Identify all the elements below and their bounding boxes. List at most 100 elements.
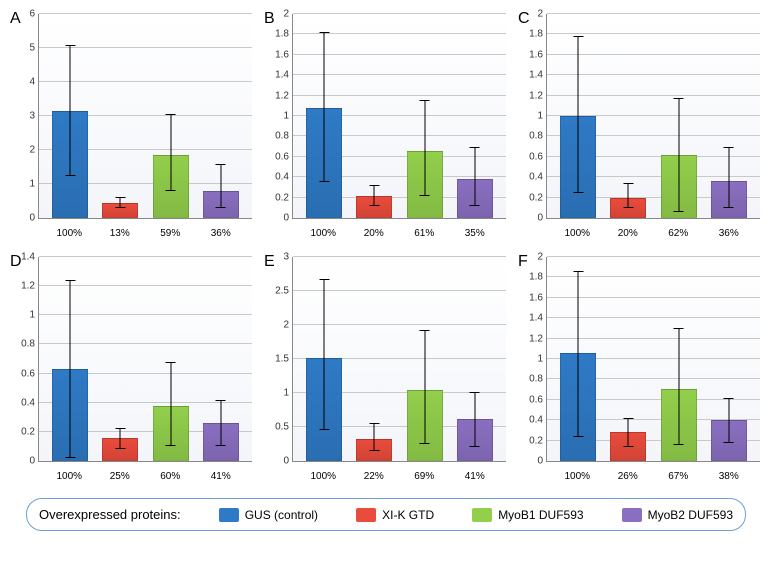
bar-wrap: [299, 14, 349, 218]
bar-wrap: [349, 14, 399, 218]
y-tick: 3: [283, 252, 293, 263]
chart-area: 00.20.40.60.811.21.41.61.82: [546, 257, 760, 462]
y-tick: 0.2: [21, 426, 39, 437]
legend-item: GUS (control): [219, 508, 318, 522]
y-tick: 1.2: [275, 90, 293, 101]
x-label: 100%: [44, 228, 95, 239]
y-tick: 1: [537, 354, 547, 365]
panel-A: AMyoB1-GFP (μm/sec)0123456100%13%59%36%: [8, 8, 256, 245]
error-bar: [424, 330, 425, 444]
y-tick: 0.6: [529, 151, 547, 162]
panel-F: FmCherry-μNS Bodies(μm/sec)00.20.40.60.8…: [516, 251, 764, 488]
panel-B: BGolgi (μm/sec)00.20.40.60.811.21.41.61.…: [262, 8, 510, 245]
legend-item: XI-K GTD: [356, 508, 434, 522]
chart-grid: AMyoB1-GFP (μm/sec)0123456100%13%59%36%B…: [8, 8, 764, 488]
bar-wrap: [603, 257, 653, 461]
y-tick: 1.4: [529, 70, 547, 81]
y-tick: 0: [29, 213, 39, 224]
error-bar: [170, 362, 171, 447]
y-tick: 1.2: [529, 333, 547, 344]
y-tick: 0.8: [21, 339, 39, 350]
panel-letter: C: [518, 10, 530, 28]
panel-letter: E: [264, 253, 275, 271]
x-label: 36%: [704, 228, 755, 239]
y-tick: 1: [283, 388, 293, 399]
y-tick: 2: [537, 252, 547, 263]
bar-wrap: [299, 257, 349, 461]
y-tick: 1: [283, 111, 293, 122]
x-label: 13%: [95, 228, 146, 239]
bar-wrap: [45, 14, 95, 218]
x-label: 26%: [603, 471, 654, 482]
x-label: 20%: [603, 228, 654, 239]
x-label: 100%: [298, 228, 349, 239]
error-bar: [474, 147, 475, 206]
chart-area: 00.20.40.60.811.21.4: [38, 257, 252, 462]
bar-wrap: [95, 257, 145, 461]
error-bar: [70, 280, 71, 458]
chart-area: 0123456: [38, 14, 252, 219]
legend: Overexpressed proteins: GUS (control) XI-…: [26, 498, 746, 531]
y-tick: 0: [283, 213, 293, 224]
bar-wrap: [146, 14, 196, 218]
legend-swatch: [356, 508, 376, 522]
x-label: 60%: [145, 471, 196, 482]
panel-D: DPeroxisomes (μm/sec)00.20.40.60.811.21.…: [8, 251, 256, 488]
bar-wrap: [704, 14, 754, 218]
error-bar: [120, 428, 121, 450]
y-tick: 0: [537, 213, 547, 224]
legend-swatch: [622, 508, 642, 522]
panel-letter: F: [518, 253, 528, 271]
bar-wrap: [654, 14, 704, 218]
y-tick: 0.2: [529, 435, 547, 446]
bar-wrap: [553, 257, 603, 461]
error-bar: [628, 418, 629, 447]
legend-label: MyoB2 DUF593: [648, 508, 733, 522]
y-tick: 0: [29, 456, 39, 467]
y-tick: 0.8: [275, 131, 293, 142]
error-bar: [324, 279, 325, 431]
y-tick: 1.8: [275, 29, 293, 40]
y-tick: 0.4: [275, 172, 293, 183]
bar-wrap: [45, 257, 95, 461]
error-bar: [220, 400, 221, 447]
error-bar: [678, 98, 679, 212]
x-label: 100%: [298, 471, 349, 482]
y-tick: 0.2: [275, 192, 293, 203]
y-tick: 1.4: [529, 313, 547, 324]
error-bar: [324, 32, 325, 182]
y-tick: 2: [537, 9, 547, 20]
panel-letter: B: [264, 10, 275, 28]
y-tick: 1.4: [21, 252, 39, 263]
x-label: 67%: [653, 471, 704, 482]
x-label: 59%: [145, 228, 196, 239]
y-tick: 1.4: [275, 70, 293, 81]
error-bar: [374, 423, 375, 451]
bar-wrap: [654, 257, 704, 461]
legend-title: Overexpressed proteins:: [39, 507, 181, 522]
y-tick: 1.6: [275, 49, 293, 60]
error-bar: [628, 183, 629, 207]
y-tick: 0.4: [21, 397, 39, 408]
x-label: 20%: [349, 228, 400, 239]
error-bar: [220, 164, 221, 208]
legend-label: XI-K GTD: [382, 508, 434, 522]
bar-wrap: [196, 257, 246, 461]
bar-wrap: [196, 14, 246, 218]
x-label: 38%: [704, 471, 755, 482]
y-tick: 0: [537, 456, 547, 467]
x-label: 61%: [399, 228, 450, 239]
y-tick: 1.8: [529, 29, 547, 40]
panel-letter: D: [10, 253, 22, 271]
legend-swatch: [219, 508, 239, 522]
y-tick: 1: [29, 310, 39, 321]
y-tick: 1: [29, 179, 39, 190]
y-tick: 1.6: [529, 292, 547, 303]
x-label: 69%: [399, 471, 450, 482]
legend-label: MyoB1 DUF593: [498, 508, 583, 522]
x-label: 41%: [450, 471, 501, 482]
x-label: 41%: [196, 471, 247, 482]
bar-wrap: [349, 257, 399, 461]
bar-wrap: [553, 14, 603, 218]
panel-E: EVAMP721 Vesicles (μm/sec)00.511.522.531…: [262, 251, 510, 488]
